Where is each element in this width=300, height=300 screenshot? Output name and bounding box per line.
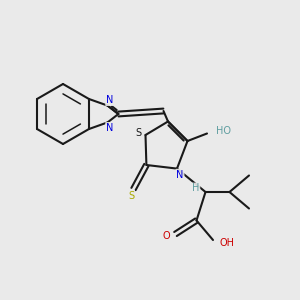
Text: N: N bbox=[176, 169, 184, 180]
Text: N: N bbox=[106, 123, 113, 133]
Text: S: S bbox=[136, 128, 142, 139]
Text: H: H bbox=[192, 183, 200, 194]
Text: OH: OH bbox=[220, 238, 235, 248]
Text: HO: HO bbox=[216, 125, 231, 136]
Text: S: S bbox=[128, 190, 134, 201]
Text: O: O bbox=[163, 231, 170, 242]
Text: N: N bbox=[106, 95, 113, 105]
